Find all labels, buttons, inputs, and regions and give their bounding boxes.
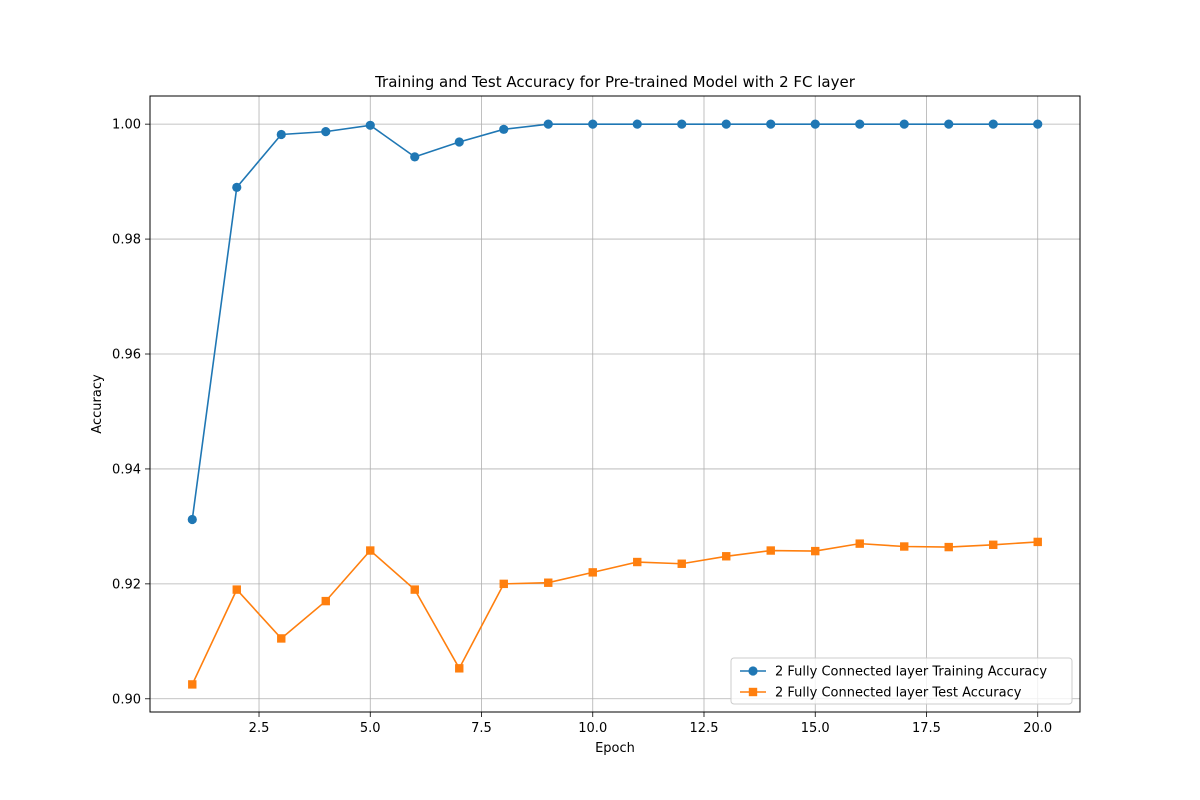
y-tick-label: 1.00 [112, 118, 141, 133]
data-point-square [321, 596, 330, 606]
legend: 2 Fully Connected layer Training Accurac… [730, 657, 1073, 705]
data-point-circle [899, 119, 909, 129]
legend-label: 2 Fully Connected layer Training Accurac… [775, 665, 1047, 680]
series-1 [187, 119, 1043, 525]
data-point-circle [454, 137, 464, 147]
data-point-square [633, 557, 642, 567]
y-tick-label: 0.94 [112, 462, 141, 477]
data-point-circle [276, 129, 286, 140]
legend-marker-square [748, 687, 758, 697]
y-tick-label: 0.90 [112, 692, 141, 707]
data-point-circle [855, 119, 865, 129]
series-line [191, 123, 1038, 520]
data-point-circle [766, 119, 776, 129]
x-axis-label: Epoch [595, 741, 635, 756]
data-point-circle [232, 182, 242, 192]
legend-entry-1: 2 Fully Connected layer Training Accurac… [740, 665, 1047, 680]
legend-marker-circle [748, 666, 758, 676]
x-tick-label: 15.0 [801, 721, 830, 736]
data-point-square [855, 539, 864, 548]
y-tick-label: 0.92 [112, 577, 141, 592]
data-point-circle [810, 119, 820, 129]
data-point-square [1033, 537, 1042, 547]
data-point-square [989, 540, 998, 549]
data-point-square [766, 546, 775, 555]
data-point-circle [632, 119, 642, 129]
data-point-square [722, 552, 731, 561]
data-point-circle [677, 119, 687, 129]
legend-entry-2: 2 Fully Connected layer Test Accuracy [740, 686, 1022, 701]
legend-box [730, 657, 1073, 705]
data-point-circle [721, 119, 731, 129]
x-tick-label: 10.0 [578, 721, 607, 736]
data-point-circle [187, 514, 197, 525]
data-point-circle [365, 120, 375, 130]
x-tick-label: 7.5 [471, 721, 492, 736]
data-point-square [588, 568, 597, 577]
data-point-circle [410, 152, 420, 162]
data-point-square [232, 585, 241, 594]
data-point-square [944, 542, 953, 552]
series-line [191, 541, 1038, 685]
grid-lines [150, 96, 1080, 712]
data-point-square [455, 664, 464, 673]
legend-label: 2 Fully Connected layer Test Accuracy [775, 686, 1022, 701]
data-point-circle [588, 119, 598, 129]
data-point-square [811, 546, 820, 556]
data-point-square [499, 579, 508, 589]
data-point-circle [1033, 119, 1043, 129]
y-tick-label: 0.98 [112, 233, 141, 248]
data-point-square [277, 634, 286, 643]
series-2 [188, 537, 1042, 689]
legend-entries: 2 Fully Connected layer Training Accurac… [740, 665, 1047, 701]
data-point-square [677, 559, 686, 568]
x-tick-label: 12.5 [690, 721, 719, 736]
plot-area-frame [149, 95, 1081, 713]
chart-title: Training and Test Accuracy for Pre-train… [374, 73, 856, 91]
data-point-circle [499, 124, 509, 134]
x-tick-label: 17.5 [912, 721, 941, 736]
y-axis-ticks: 0.90 0.92 0.94 0.96 0.98 1.00 [112, 118, 150, 707]
y-tick-label: 0.96 [112, 348, 141, 363]
data-point-circle [988, 119, 998, 129]
x-tick-label: 20.0 [1023, 721, 1052, 736]
series-layer [187, 119, 1043, 689]
data-point-circle [321, 127, 331, 137]
data-point-square [900, 542, 909, 551]
data-point-square [188, 680, 197, 689]
data-point-square [410, 585, 419, 594]
data-point-square [544, 578, 553, 587]
data-point-square [366, 546, 375, 555]
data-point-circle [543, 119, 553, 129]
x-tick-label: 5.0 [360, 721, 381, 736]
x-tick-label: 2.5 [249, 721, 270, 736]
x-axis-ticks: 2.5 5.0 7.5 10.0 12.5 15.0 17.5 20.0 [249, 712, 1052, 736]
data-point-circle [944, 119, 954, 129]
y-axis-label: Accuracy [90, 374, 105, 434]
